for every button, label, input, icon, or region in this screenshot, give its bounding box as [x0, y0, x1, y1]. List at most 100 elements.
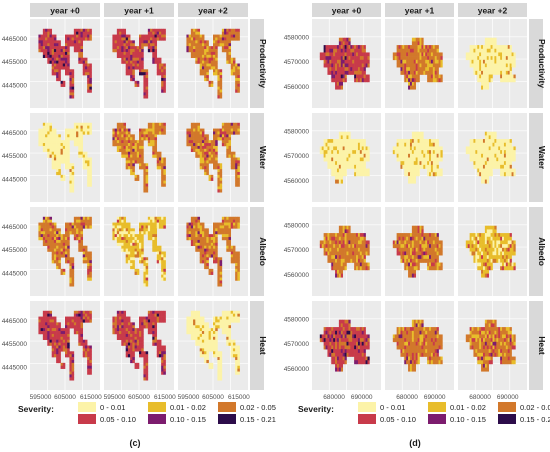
map-cell: [190, 216, 194, 220]
y-tick-label: 4570000: [284, 59, 310, 66]
map-cell: [228, 322, 232, 326]
map-cell: [335, 70, 338, 75]
map-cell: [141, 237, 144, 241]
map-cell: [348, 142, 351, 147]
map-cell: [208, 63, 212, 67]
map-cell: [213, 51, 216, 56]
map-cell: [51, 163, 55, 167]
map-cell: [237, 371, 240, 375]
map-cell: [195, 248, 198, 252]
map-cell: [125, 154, 129, 158]
map-cell: [199, 157, 203, 161]
map-cell: [204, 331, 207, 335]
map-cell: [415, 139, 418, 144]
map-cell: [84, 339, 88, 343]
map-cell: [65, 354, 68, 358]
map-cell: [327, 48, 330, 53]
row-strip: [250, 207, 264, 296]
map-cell: [224, 231, 227, 235]
map-cell: [158, 28, 162, 32]
map-cell: [132, 169, 135, 173]
map-cell: [329, 67, 332, 72]
map-cell: [58, 339, 61, 343]
map-cell: [469, 146, 472, 151]
map-cell: [415, 146, 418, 151]
map-cell: [206, 359, 209, 364]
map-cell: [119, 242, 122, 247]
map-cell: [488, 59, 491, 64]
map-cell: [82, 128, 86, 132]
map-cell: [58, 134, 61, 138]
map-cell: [327, 52, 330, 57]
map-cell: [413, 131, 416, 136]
map-cell: [119, 316, 122, 320]
map-cell: [193, 43, 196, 47]
map-cell: [415, 168, 418, 173]
map-cell: [197, 325, 201, 329]
map-cell: [190, 131, 194, 135]
map-cell: [78, 228, 81, 232]
map-cell: [206, 57, 209, 61]
map-cell: [224, 34, 227, 38]
map-cell: [156, 257, 160, 261]
map-cell: [193, 31, 196, 35]
map-cell: [219, 131, 223, 135]
map-cell: [139, 66, 142, 70]
map-cell: [188, 34, 192, 38]
map-cell: [89, 86, 92, 90]
map-cell: [78, 122, 81, 126]
map-cell: [230, 163, 234, 167]
map-cell: [80, 242, 84, 247]
map-cell: [479, 146, 482, 151]
map-cell: [114, 225, 118, 229]
map-cell: [402, 161, 405, 166]
map-cell: [354, 157, 357, 162]
map-cell: [215, 66, 218, 70]
map-cell: [340, 168, 343, 173]
x-tick-label: 615000: [228, 394, 250, 401]
map-cell: [427, 48, 430, 53]
map-cell: [84, 34, 88, 38]
map-cell: [498, 146, 501, 151]
map-cell: [67, 148, 70, 153]
map-cell: [158, 31, 162, 35]
map-cell: [235, 180, 238, 184]
map-cell: [152, 331, 155, 335]
map-cell: [430, 63, 434, 68]
map-cell: [484, 161, 488, 166]
map-cell: [158, 222, 162, 226]
map-cell: [49, 37, 53, 41]
map-cell: [224, 143, 227, 147]
map-cell: [511, 63, 514, 68]
map-cell: [84, 319, 88, 323]
map-cell: [65, 154, 68, 158]
map-cell: [161, 274, 164, 278]
map-cell: [221, 125, 225, 129]
map-cell: [163, 225, 166, 229]
map-cell: [193, 148, 196, 153]
map-cell: [152, 131, 155, 135]
map-cell: [163, 169, 166, 173]
map-cell: [208, 362, 212, 367]
map-cell: [417, 52, 420, 57]
map-cell: [127, 160, 131, 164]
map-cell: [427, 74, 430, 79]
map-cell: [346, 161, 349, 166]
map-cell: [359, 59, 363, 64]
map-cell: [73, 122, 77, 126]
map-cell: [357, 52, 361, 57]
map-cell: [143, 95, 146, 99]
map-cell: [56, 239, 59, 244]
map-cell: [488, 56, 491, 61]
map-cell: [190, 51, 194, 56]
map-cell: [161, 316, 164, 320]
map-cell: [213, 69, 216, 73]
map-cell: [73, 31, 77, 35]
map-cell: [338, 52, 342, 57]
map-cell: [221, 28, 225, 32]
map-cell: [350, 45, 353, 50]
map-cell: [136, 271, 140, 275]
map-cell: [509, 67, 512, 72]
map-cell: [42, 219, 46, 223]
map-cell: [45, 228, 48, 232]
